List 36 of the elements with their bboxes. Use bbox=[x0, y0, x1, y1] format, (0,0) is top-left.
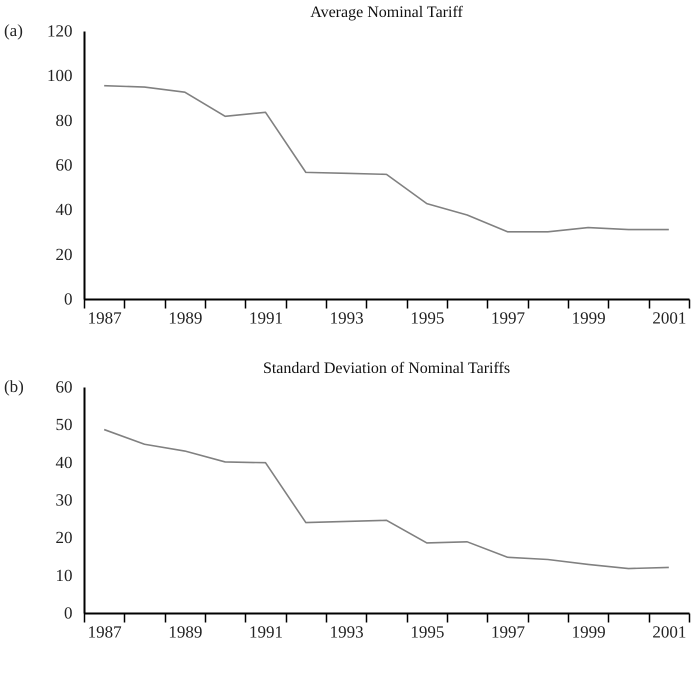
y-tick-label: 0 bbox=[64, 604, 72, 622]
y-tick-label: 20 bbox=[56, 528, 72, 548]
x-tick-label: 2001 bbox=[652, 622, 686, 642]
x-tick-label: 2001 bbox=[652, 308, 686, 328]
x-tick-label: 1999 bbox=[572, 308, 606, 328]
x-tick-label: 1993 bbox=[330, 308, 364, 328]
text: (b) bbox=[4, 377, 24, 396]
y-tick-label: 60 bbox=[56, 378, 72, 396]
x-tick-label: 1997 bbox=[491, 622, 526, 642]
y-tick-label: 10 bbox=[56, 566, 72, 585]
x-tick-label: 1989 bbox=[168, 308, 202, 328]
x-tick-label: 1993 bbox=[330, 622, 364, 642]
y-tick-label: 60 bbox=[56, 156, 72, 174]
y-tick-label: 20 bbox=[56, 244, 72, 264]
x-tick-label: 1999 bbox=[572, 622, 606, 642]
chart-title: Average Nominal Tariff bbox=[310, 4, 464, 21]
text: (a) bbox=[4, 21, 23, 40]
chart-title: Standard Deviation of Nominal Tariffs bbox=[262, 360, 510, 377]
y-tick-label: 50 bbox=[56, 415, 72, 434]
y-tick-label: 40 bbox=[56, 452, 72, 472]
y-tick-label: 80 bbox=[56, 110, 72, 130]
x-tick-label: 1989 bbox=[168, 622, 202, 642]
line-series bbox=[103, 84, 670, 233]
x-tick-label: 1987 bbox=[88, 308, 122, 328]
x-tick-label: 1991 bbox=[249, 308, 283, 328]
y-tick-label: 100 bbox=[47, 66, 72, 86]
x-tick-label: 1995 bbox=[410, 308, 444, 328]
y-tick-label: 40 bbox=[56, 200, 72, 220]
y-tick-label: 0 bbox=[64, 290, 72, 308]
y-tick-label: 120 bbox=[47, 22, 72, 40]
line-series bbox=[103, 428, 670, 570]
x-tick-label: 1995 bbox=[410, 622, 444, 642]
x-tick-label: 1991 bbox=[249, 622, 283, 642]
x-tick-label: 1997 bbox=[491, 308, 526, 328]
y-tick-label: 30 bbox=[56, 490, 72, 510]
x-tick-label: 1987 bbox=[88, 622, 122, 642]
